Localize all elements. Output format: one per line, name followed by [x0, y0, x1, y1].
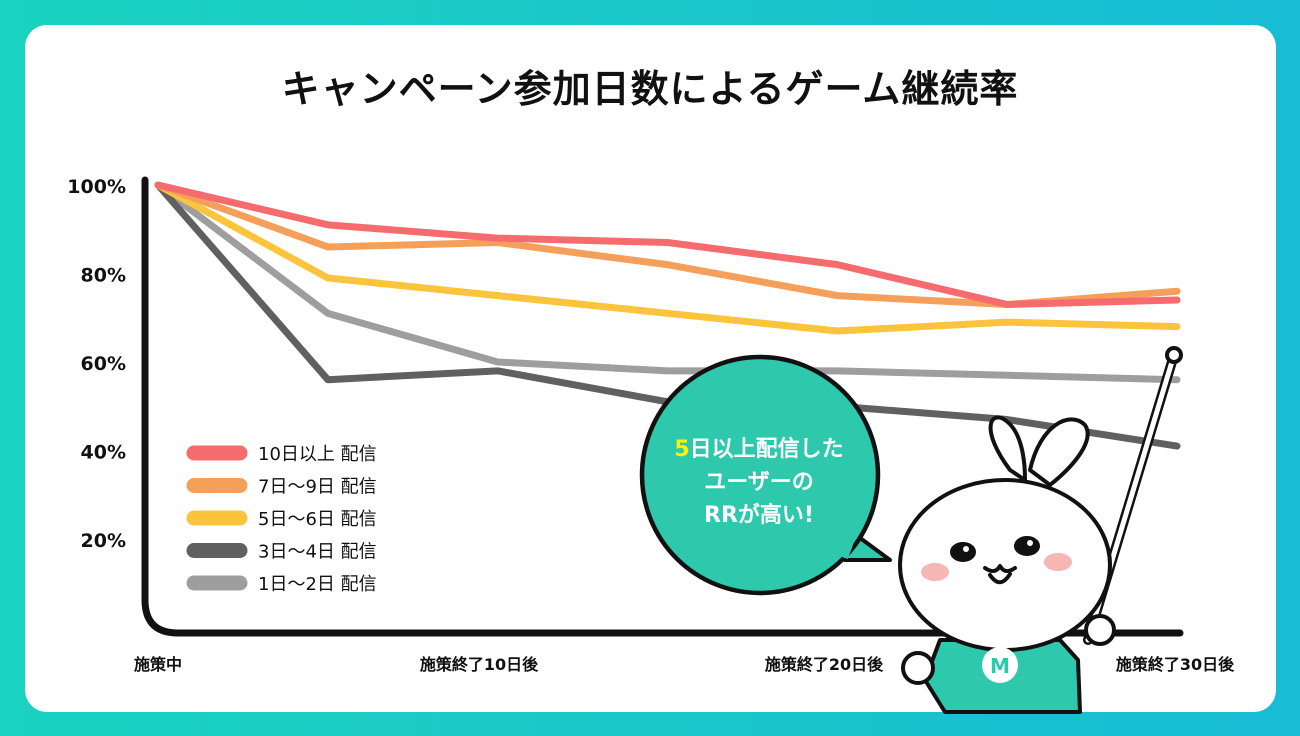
annotation-line3: RRが高い!	[704, 503, 814, 528]
rabbit-mascot-icon	[898, 346, 1183, 714]
chart-axes	[141, 176, 1184, 637]
series-line	[154, 181, 1181, 384]
series-line	[154, 181, 1181, 335]
y-tick-label: 40%	[81, 442, 126, 464]
legend-label: 10日以上 配信	[258, 444, 377, 465]
annotation-line1: 日以上配信した	[689, 437, 844, 462]
annotation-text: 5日以上配信した ユーザーの RRが高い!	[640, 433, 878, 532]
chart-title: キャンペーン参加日数によるゲーム継続率	[281, 67, 1019, 111]
legend-label: 3日〜4日 配信	[258, 542, 377, 563]
x-tick-label: 施策中	[134, 655, 182, 674]
y-tick-label: 80%	[81, 265, 126, 287]
annotation-highlight: 5	[674, 437, 690, 462]
x-tick-label: 施策終了10日後	[420, 655, 539, 674]
y-tick-label: 60%	[81, 353, 126, 375]
legend-label: 7日〜9日 配信	[258, 477, 377, 498]
annotation-line2: ユーザーの	[704, 470, 814, 495]
series-line	[154, 181, 1181, 308]
legend-label: 5日〜6日 配信	[258, 509, 377, 530]
speech-bubble	[639, 354, 892, 596]
x-tick-label: 施策終了30日後	[1116, 655, 1235, 674]
x-tick-label: 施策終了20日後	[765, 655, 884, 674]
legend-label: 1日〜2日 配信	[258, 574, 377, 595]
y-tick-label: 20%	[81, 530, 126, 552]
mascot-shirt-letter: M	[990, 654, 1010, 678]
y-tick-label: 100%	[67, 176, 126, 198]
